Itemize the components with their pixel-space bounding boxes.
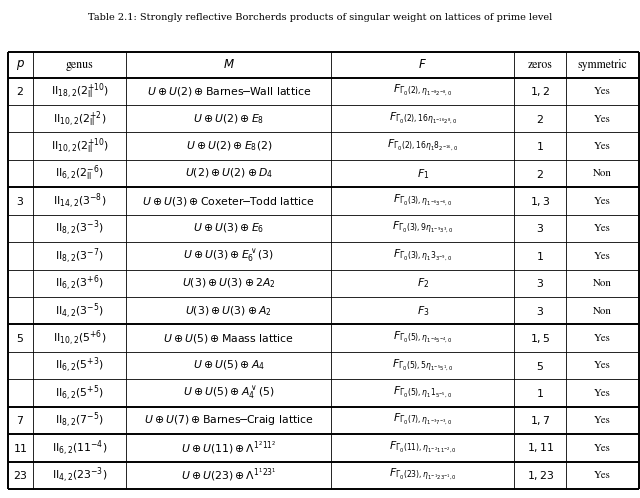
Text: Yes: Yes: [594, 224, 611, 233]
Text: $U(3) \oplus U(3) \oplus A_2$: $U(3) \oplus U(3) \oplus A_2$: [186, 304, 272, 318]
Text: Yes: Yes: [594, 251, 611, 261]
Text: $1, 7$: $1, 7$: [530, 414, 550, 427]
Text: Yes: Yes: [594, 87, 611, 96]
Text: $2$: $2$: [536, 168, 544, 180]
Text: Non: Non: [593, 278, 612, 288]
Text: $\mathrm{II}_{6,2}(5^{+5})$: $\mathrm{II}_{6,2}(5^{+5})$: [56, 383, 104, 403]
Text: Yes: Yes: [594, 141, 611, 151]
Text: $U \oplus U(5) \oplus A_4$: $U \oplus U(5) \oplus A_4$: [193, 359, 265, 373]
Text: $1$: $1$: [536, 140, 544, 152]
Text: $U \oplus U(3) \oplus E_6$: $U \oplus U(3) \oplus E_6$: [193, 222, 264, 235]
Text: $1$: $1$: [536, 387, 544, 399]
Text: $\mathrm{II}_{6,2}(11^{-4})$: $\mathrm{II}_{6,2}(11^{-4})$: [52, 438, 108, 458]
Text: Yes: Yes: [594, 388, 611, 398]
Text: $F_3$: $F_3$: [417, 304, 429, 318]
Text: Non: Non: [593, 169, 612, 178]
Text: $1, 5$: $1, 5$: [530, 332, 550, 345]
Text: $F$: $F$: [419, 58, 428, 71]
Text: $7$: $7$: [16, 414, 24, 426]
Text: Yes: Yes: [594, 361, 611, 371]
Text: $\mathrm{II}_{6,2}(3^{+6})$: $\mathrm{II}_{6,2}(3^{+6})$: [56, 273, 104, 293]
Text: Table 2.1: Strongly reflective Borcherds products of singular weight on lattices: Table 2.1: Strongly reflective Borcherds…: [88, 13, 552, 22]
Text: $3$: $3$: [16, 195, 24, 207]
Text: $U \oplus U(2) \oplus E_8(2)$: $U \oplus U(2) \oplus E_8(2)$: [186, 139, 272, 153]
Text: symmetric: symmetric: [578, 59, 627, 71]
Text: $2$: $2$: [536, 113, 544, 125]
Text: Yes: Yes: [594, 416, 611, 425]
Text: $\mathrm{II}_{4,2}(3^{-5})$: $\mathrm{II}_{4,2}(3^{-5})$: [56, 301, 104, 321]
Text: $F_{\Gamma_0(11),\eta_{1^{-2}11^{-2},0}}$: $F_{\Gamma_0(11),\eta_{1^{-2}11^{-2},0}}…: [389, 440, 457, 456]
Text: $U \oplus U(7) \oplus \mathrm{Barnes\!\!-\!\!Craig\ lattice}$: $U \oplus U(7) \oplus \mathrm{Barnes\!\!…: [144, 413, 314, 427]
Text: $F_{\Gamma_0(5),5\eta_{1^{-5}5^1,0}}$: $F_{\Gamma_0(5),5\eta_{1^{-5}5^1,0}}$: [392, 358, 454, 374]
Text: $U \oplus U(11) \oplus \Lambda^{1^2 11^2}$: $U \oplus U(11) \oplus \Lambda^{1^2 11^2…: [181, 440, 276, 456]
Text: $F_{\Gamma_0(2),\eta_{1^{-8}2^{-8},0}}$: $F_{\Gamma_0(2),\eta_{1^{-8}2^{-8},0}}$: [393, 83, 452, 100]
Text: $5$: $5$: [536, 360, 544, 372]
Text: $\mathrm{II}_{10,2}(2_{\mathrm{II}}^{+10})$: $\mathrm{II}_{10,2}(2_{\mathrm{II}}^{+10…: [51, 136, 109, 156]
Text: $F_{\Gamma_0(7),\eta_{1^{-3}7^{-3},0}}$: $F_{\Gamma_0(7),\eta_{1^{-3}7^{-3},0}}$: [393, 412, 452, 428]
Text: $23$: $23$: [13, 469, 28, 482]
Text: $\mathrm{II}_{6,2}(5^{+3})$: $\mathrm{II}_{6,2}(5^{+3})$: [56, 356, 104, 375]
Text: $F_{\Gamma_0(3),\eta_{1^{-6}3^{-6},0}}$: $F_{\Gamma_0(3),\eta_{1^{-6}3^{-6},0}}$: [393, 193, 452, 209]
Text: $\mathrm{II}_{10,2}(2_{\mathrm{II}}^{+2})$: $\mathrm{II}_{10,2}(2_{\mathrm{II}}^{+2}…: [53, 109, 106, 128]
Text: zeros: zeros: [528, 59, 553, 71]
Text: $3$: $3$: [536, 305, 544, 317]
Text: $F_{\Gamma_0(2),16\eta_{1^{-16}2^8,0}}$: $F_{\Gamma_0(2),16\eta_{1^{-16}2^8,0}}$: [388, 111, 457, 127]
Text: $F_{\Gamma_0(2),16\eta_{1}8_{2^{-16},0}}$: $F_{\Gamma_0(2),16\eta_{1}8_{2^{-16},0}}…: [387, 138, 458, 154]
Text: Non: Non: [593, 306, 612, 316]
Text: $\mathrm{II}_{8,2}(3^{-3})$: $\mathrm{II}_{8,2}(3^{-3})$: [56, 219, 104, 239]
Text: $\mathrm{II}_{6,2}(2_{\mathrm{II}}^{-6})$: $\mathrm{II}_{6,2}(2_{\mathrm{II}}^{-6})…: [56, 164, 104, 183]
Text: $U \oplus U(2) \oplus E_8$: $U \oplus U(2) \oplus E_8$: [193, 112, 264, 125]
Text: $U \oplus U(5) \oplus \mathrm{Maass\ lattice}$: $U \oplus U(5) \oplus \mathrm{Maass\ lat…: [163, 332, 294, 345]
Text: $\mathrm{II}_{10,2}(5^{+6})$: $\mathrm{II}_{10,2}(5^{+6})$: [53, 328, 106, 348]
Text: $F_{\Gamma_0(23),\eta_{1^{-1}23^{-1},0}}$: $F_{\Gamma_0(23),\eta_{1^{-1}23^{-1},0}}…: [389, 467, 457, 484]
Text: $U(2) \oplus U(2) \oplus D_4$: $U(2) \oplus U(2) \oplus D_4$: [185, 167, 273, 180]
Text: $1, 11$: $1, 11$: [527, 441, 554, 454]
Text: Yes: Yes: [594, 333, 611, 343]
Text: Yes: Yes: [594, 443, 611, 453]
Text: $3$: $3$: [536, 223, 544, 235]
Text: $U \oplus U(3) \oplus \mathrm{Coxeter\!\!-\!\!Todd\ lattice}$: $U \oplus U(3) \oplus \mathrm{Coxeter\!\…: [142, 195, 316, 208]
Text: $\mathrm{II}_{8,2}(3^{-7})$: $\mathrm{II}_{8,2}(3^{-7})$: [56, 246, 104, 266]
Text: $1, 2$: $1, 2$: [530, 85, 550, 98]
Text: $U \oplus U(2) \oplus \mathrm{Barnes\!\!-\!\!Wall\ lattice}$: $U \oplus U(2) \oplus \mathrm{Barnes\!\!…: [147, 85, 311, 98]
Text: $F_{\Gamma_0(5),\eta_{1}1_{5^{-5},0}}$: $F_{\Gamma_0(5),\eta_{1}1_{5^{-5},0}}$: [394, 385, 452, 401]
Text: $\mathrm{II}_{8,2}(7^{-5})$: $\mathrm{II}_{8,2}(7^{-5})$: [56, 411, 104, 430]
Text: $\mathrm{II}_{14,2}(3^{-8})$: $\mathrm{II}_{14,2}(3^{-8})$: [53, 191, 106, 211]
Text: Yes: Yes: [594, 114, 611, 124]
Text: $\mathrm{II}_{18,2}(2_{\mathrm{II}}^{+10})$: $\mathrm{II}_{18,2}(2_{\mathrm{II}}^{+10…: [51, 82, 109, 101]
Text: Yes: Yes: [594, 196, 611, 206]
Text: $2$: $2$: [17, 85, 24, 97]
Text: $F_{\Gamma_0(3),9\eta_{1^{-9}3^3,0}}$: $F_{\Gamma_0(3),9\eta_{1^{-9}3^3,0}}$: [392, 221, 454, 237]
Text: $F_1$: $F_1$: [417, 167, 429, 180]
Text: $U \oplus U(5) \oplus A_4^\vee(5)$: $U \oplus U(5) \oplus A_4^\vee(5)$: [183, 385, 275, 401]
Text: genus: genus: [66, 59, 93, 71]
Text: $11$: $11$: [13, 442, 28, 454]
Text: $U \oplus U(3) \oplus E_6^\vee(3)$: $U \oplus U(3) \oplus E_6^\vee(3)$: [184, 248, 275, 264]
Text: $U(3) \oplus U(3) \oplus 2A_2$: $U(3) \oplus U(3) \oplus 2A_2$: [182, 276, 276, 290]
Text: $U \oplus U(23) \oplus \Lambda^{1^1 23^1}$: $U \oplus U(23) \oplus \Lambda^{1^1 23^1…: [181, 467, 276, 484]
Text: $F_2$: $F_2$: [417, 276, 429, 290]
Text: $\mathrm{II}_{4,2}(23^{-3})$: $\mathrm{II}_{4,2}(23^{-3})$: [52, 466, 108, 485]
Text: $F_{\Gamma_0(5),\eta_{1^{-4}5^{-4},0}}$: $F_{\Gamma_0(5),\eta_{1^{-4}5^{-4},0}}$: [393, 330, 452, 346]
Text: Yes: Yes: [594, 471, 611, 480]
Text: $p$: $p$: [16, 58, 25, 72]
Text: $M$: $M$: [223, 58, 235, 71]
Text: $1, 3$: $1, 3$: [530, 195, 550, 208]
Text: $F_{\Gamma_0(3),\eta_{1}3_{3^{-9},0}}$: $F_{\Gamma_0(3),\eta_{1}3_{3^{-9},0}}$: [394, 248, 452, 264]
Text: $3$: $3$: [536, 277, 544, 289]
Text: $5$: $5$: [17, 332, 24, 344]
Text: $1$: $1$: [536, 250, 544, 262]
Text: $1, 23$: $1, 23$: [527, 469, 554, 482]
